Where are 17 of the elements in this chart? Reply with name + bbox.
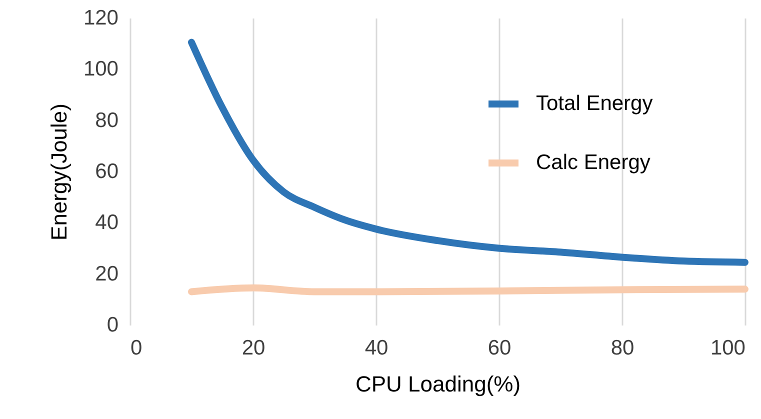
y-tick-label: 60 <box>95 160 118 183</box>
y-tick-label: 0 <box>106 314 118 336</box>
y-tick-label: 20 <box>95 262 118 286</box>
y-tick-label: 40 <box>95 211 118 234</box>
x-tick-label: 100 <box>710 336 746 360</box>
y-tick-label: 80 <box>95 108 118 132</box>
legend-label: Calc Energy <box>536 151 651 174</box>
y-tick-label: 100 <box>83 58 118 81</box>
x-tick-label: 0 <box>130 336 142 360</box>
y-tick-label: 120 <box>83 6 118 30</box>
x-tick-label: 60 <box>488 336 512 360</box>
legend-label: Total Energy <box>536 92 654 116</box>
x-tick-label: 80 <box>610 336 634 360</box>
x-axis-title: CPU Loading(%) <box>355 372 521 396</box>
x-tick-label: 40 <box>364 336 388 360</box>
x-tick-label: 20 <box>242 336 266 360</box>
y-axis-title: Energy(Joule) <box>46 104 72 240</box>
